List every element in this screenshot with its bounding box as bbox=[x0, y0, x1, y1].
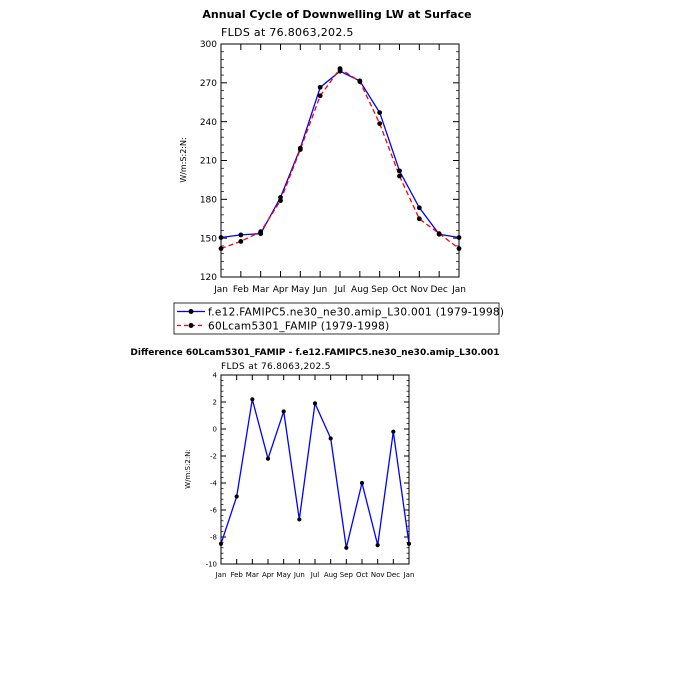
x-tick-label: Oct bbox=[356, 571, 368, 579]
x-tick-label: Nov bbox=[411, 285, 429, 295]
x-tick-label: Jan bbox=[213, 285, 228, 295]
series-2-point bbox=[456, 246, 462, 251]
y-tick-label: 300 bbox=[200, 40, 217, 50]
x-tick-label: Jun bbox=[293, 571, 305, 579]
series-line-1 bbox=[220, 399, 410, 548]
series-2-point bbox=[397, 173, 402, 179]
y-tick-label: 0 bbox=[213, 425, 217, 433]
series-1-point bbox=[397, 168, 402, 174]
series-line-2 bbox=[220, 67, 460, 250]
series-1-point bbox=[218, 235, 224, 240]
series-2-point bbox=[416, 216, 422, 222]
series-2-point bbox=[357, 79, 363, 84]
legend: f.e12.FAMIPC5.ne30_ne30.amip_L30.001 (19… bbox=[173, 302, 504, 335]
series-1-point bbox=[297, 517, 302, 522]
series-1-point bbox=[344, 545, 349, 550]
chart-subtitle-difference: FLDS at 76.8063,202.5 bbox=[221, 362, 331, 372]
series-1-point bbox=[265, 456, 271, 461]
legend-label-series-1: f.e12.FAMIPC5.ne30_ne30.amip_L30.001 (19… bbox=[208, 307, 504, 319]
legend-box bbox=[173, 302, 500, 335]
x-tick-label: Jan bbox=[215, 571, 227, 579]
series-1-point bbox=[317, 84, 323, 90]
series-2-point bbox=[377, 121, 383, 127]
series-1-point bbox=[238, 232, 244, 238]
x-tick-label: May bbox=[291, 285, 310, 295]
x-tick-label: Oct bbox=[392, 285, 408, 295]
series-2-point bbox=[278, 198, 283, 204]
series-1-point bbox=[391, 429, 396, 434]
chart-title: Annual Cycle of Downwelling LW at Surfac… bbox=[202, 8, 471, 21]
y-axis-label: W/m:S:2:N: bbox=[179, 137, 188, 182]
y-tick-label: 120 bbox=[200, 273, 217, 283]
series-1-point bbox=[281, 409, 286, 414]
x-tick-label: Sep bbox=[371, 285, 388, 295]
series-1-point bbox=[406, 541, 412, 546]
series-1-point bbox=[377, 110, 383, 116]
y-tick-label: -8 bbox=[210, 533, 217, 541]
y-tick-label: 150 bbox=[200, 234, 217, 244]
legend-label-series-2: 60Lcam5301_FAMIP (1979-1998) bbox=[208, 321, 390, 333]
y-tick-label: -2 bbox=[210, 452, 217, 460]
x-tick-label: Mar bbox=[246, 571, 259, 579]
x-tick-label: Jan bbox=[451, 285, 466, 295]
y-tick-label: 4 bbox=[213, 371, 218, 379]
legend-marker-series-2 bbox=[188, 323, 194, 328]
y-tick-label: 180 bbox=[200, 195, 217, 205]
series-line-1 bbox=[220, 70, 460, 239]
series-1-point bbox=[328, 436, 333, 441]
series-1-point bbox=[234, 494, 239, 499]
x-tick-label: Dec bbox=[430, 285, 447, 295]
series-2-point bbox=[238, 239, 244, 244]
series-1-point bbox=[250, 397, 255, 402]
x-tick-label: Mar bbox=[252, 285, 269, 295]
x-tick-label: Apr bbox=[273, 285, 289, 295]
x-tick-label: Feb bbox=[233, 285, 249, 295]
x-tick-label: Apr bbox=[262, 571, 274, 579]
chart-title-difference: Difference 60Lcam5301_FAMIP - f.e12.FAMI… bbox=[130, 348, 499, 358]
legend-marker-series-1 bbox=[188, 309, 194, 314]
x-tick-label: Dec bbox=[387, 571, 401, 579]
chart-subtitle: FLDS at 76.8063,202.5 bbox=[221, 26, 354, 39]
x-tick-label: Feb bbox=[230, 571, 243, 579]
series-2-point bbox=[218, 246, 224, 251]
x-tick-label: Jul bbox=[310, 571, 320, 579]
x-tick-label: Jul bbox=[334, 285, 346, 295]
y-tick-label: 210 bbox=[200, 157, 217, 167]
x-tick-label: May bbox=[276, 571, 290, 579]
series-1-point bbox=[416, 205, 422, 211]
x-tick-label: Aug bbox=[351, 285, 369, 295]
series-2-point bbox=[337, 66, 343, 71]
x-tick-label: Jun bbox=[312, 285, 327, 295]
series-2-point bbox=[258, 229, 264, 235]
series-1-point bbox=[375, 543, 380, 548]
y-tick-label: -6 bbox=[210, 506, 218, 514]
x-tick-label: Jan bbox=[403, 571, 415, 579]
series-1-point bbox=[218, 541, 224, 546]
y-tick-label: 240 bbox=[200, 118, 217, 128]
y-tick-label: -4 bbox=[210, 479, 218, 487]
y-tick-label: 2 bbox=[213, 398, 217, 406]
y-tick-label: 270 bbox=[200, 79, 217, 89]
series-2-point bbox=[436, 231, 442, 237]
chart-annual-cycle: Annual Cycle of Downwelling LW at Surfac… bbox=[173, 8, 504, 335]
series-2-point bbox=[317, 93, 323, 99]
x-tick-label: Nov bbox=[371, 571, 385, 579]
series-1-point bbox=[456, 235, 462, 240]
y-tick-label: -10 bbox=[206, 560, 217, 568]
x-tick-label: Sep bbox=[340, 571, 354, 579]
series-1-point bbox=[312, 401, 318, 406]
x-tick-label: Aug bbox=[324, 571, 338, 579]
series-1-point bbox=[359, 480, 365, 486]
chart-difference: Difference 60Lcam5301_FAMIP - f.e12.FAMI… bbox=[130, 348, 499, 579]
plot-frame bbox=[220, 43, 460, 278]
y-axis-label-difference: W/m:S:2:N: bbox=[184, 449, 192, 489]
series-2-point bbox=[297, 147, 303, 152]
